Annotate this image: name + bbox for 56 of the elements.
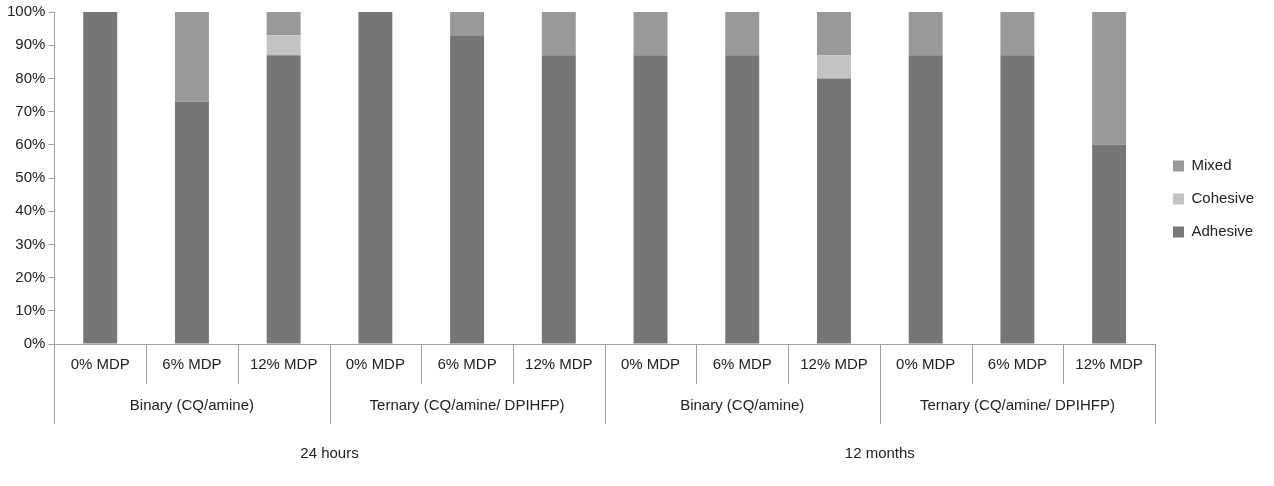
y-tick-label: 90% [15, 35, 46, 53]
text: Ternary (CQ/amine/ DPIHFP) [369, 396, 565, 414]
text: Ternary (CQ/amine/ DPIHFP) [919, 396, 1115, 414]
legend-label: Mixed [1191, 156, 1232, 174]
x-tick-label: 6% MDP [712, 355, 772, 373]
x-tick-label: 6% MDP [162, 355, 222, 373]
x-tick-label: 6% MDP [987, 355, 1047, 373]
x-tick-label: 0% MDP [896, 355, 956, 373]
bar [1000, 12, 1035, 56]
bar [633, 12, 668, 56]
y-tick-label: 80% [15, 68, 46, 86]
y-tick-label: 10% [15, 300, 46, 318]
x-tick-label: 0% MDP [70, 355, 130, 373]
y-tick-label: 20% [15, 267, 46, 285]
x-tick-label: 0% MDP [345, 355, 405, 373]
x-tick-label: 6% MDP [437, 355, 497, 373]
text: 24 hours [300, 444, 359, 462]
text: 12 months [844, 444, 915, 462]
bar [450, 12, 485, 36]
bar [174, 12, 209, 102]
text: Binary (CQ/amine) [680, 396, 805, 414]
y-tick-label: 50% [15, 168, 46, 186]
bar [174, 101, 209, 344]
bar [816, 78, 851, 344]
bar [725, 12, 760, 56]
y-tick-label: 40% [15, 201, 46, 219]
y-tick-label: 100% [6, 2, 46, 20]
bar [450, 35, 485, 344]
x-tick-label: 12% MDP [1075, 355, 1143, 373]
bar [1092, 144, 1127, 344]
bar [725, 55, 760, 344]
bar [908, 55, 943, 344]
bar [541, 12, 576, 56]
bar [816, 55, 851, 79]
bar [816, 12, 851, 56]
x-tick-label: 0% MDP [620, 355, 681, 373]
y-tick-label: 60% [15, 134, 46, 152]
bar [266, 55, 301, 344]
y-tick-label: 70% [15, 101, 46, 119]
bar [541, 55, 576, 344]
bar [1000, 55, 1035, 344]
bar [266, 35, 301, 56]
bar [908, 12, 943, 56]
bar [633, 55, 668, 344]
x-tick-label: 12% MDP [800, 355, 868, 373]
legend-label: Cohesive [1191, 189, 1255, 207]
bar [1092, 12, 1127, 145]
bar [358, 12, 393, 344]
legend-label: Adhesive [1191, 222, 1254, 240]
y-tick-label: 30% [15, 234, 46, 252]
bar [266, 12, 301, 36]
text: Binary (CQ/amine) [129, 396, 255, 414]
x-tick-label: 12% MDP [249, 355, 318, 373]
x-tick-label: 12% MDP [525, 355, 593, 373]
bar [83, 12, 118, 344]
y-tick-label: 0% [23, 334, 46, 352]
